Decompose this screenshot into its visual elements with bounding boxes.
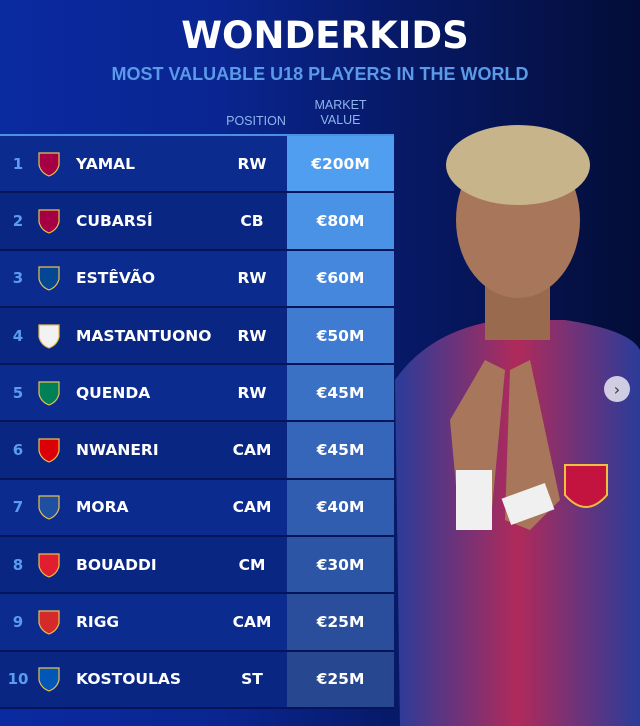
header-market-line2: VALUE (320, 113, 361, 127)
rank: 1 (12, 154, 24, 173)
market-value: €30M (287, 537, 394, 593)
player-position: CM (238, 555, 266, 574)
player-position: CAM (232, 498, 272, 517)
player-position: RW (237, 154, 267, 173)
club-crest-icon (36, 208, 62, 234)
rank: 5 (12, 383, 24, 402)
rank: 9 (12, 613, 24, 632)
player-position: CAM (232, 441, 272, 460)
market-value: €200M (287, 136, 394, 192)
table-row: 6 NWANERI CAM €45M (0, 422, 394, 480)
rank: 3 (12, 269, 24, 288)
table-row: 9 RIGG CAM €25M (0, 594, 394, 652)
rank: 10 (7, 670, 29, 689)
market-value: €25M (287, 651, 394, 707)
player-position: RW (237, 383, 267, 402)
rankings-table: 1 YAMAL RW €200M 2 CUBARSÍ CB €80M 3 ESTÊV… (0, 134, 394, 709)
market-value: €45M (287, 422, 394, 478)
player-name: NWANERI (76, 441, 159, 460)
club-crest-icon (36, 494, 62, 521)
player-name: KOSTOULAS (76, 670, 182, 689)
table-row: 5 QUENDA RW €45M (0, 365, 394, 423)
club-crest-icon (36, 552, 62, 578)
player-position: CAM (232, 613, 272, 632)
player-name: MASTANTUONO (76, 326, 212, 345)
player-name: CUBARSÍ (76, 211, 153, 230)
player-position: ST (241, 670, 263, 689)
table-row: 3 ESTÊVÃO RW €60M (0, 250, 394, 308)
player-position: CB (240, 211, 264, 230)
rank: 4 (12, 326, 24, 345)
player-position: RW (237, 326, 267, 345)
chevron-right-icon: › (613, 379, 621, 399)
player-position: RW (237, 269, 267, 288)
club-crest-icon (36, 666, 62, 692)
market-value: €60M (287, 250, 394, 306)
header-market-value: MARKET VALUE (287, 98, 394, 128)
player-name: YAMAL (76, 154, 136, 173)
club-crest-icon (36, 323, 62, 349)
club-crest-icon (36, 609, 62, 635)
player-name: RIGG (76, 613, 120, 632)
player-name: MORA (76, 498, 129, 517)
club-crest-icon (36, 265, 62, 291)
player-name: QUENDA (76, 383, 151, 402)
table-row: 10 KOSTOULAS ST €25M (0, 651, 394, 709)
carousel-next-button[interactable]: › (604, 376, 630, 402)
player-photo (395, 125, 640, 726)
table-row: 7 MORA CAM €40M (0, 479, 394, 538)
market-value: €45M (287, 365, 394, 421)
table-row: 2 CUBARSÍ CB €80M (0, 193, 394, 251)
market-value: €40M (287, 479, 394, 536)
rank: 8 (12, 555, 24, 574)
market-value: €25M (287, 594, 394, 650)
page-title: WONDERKIDS (181, 14, 469, 57)
page-subtitle: MOST VALUABLE U18 PLAYERS IN THE WORLD (111, 64, 529, 84)
rank: 7 (12, 498, 24, 517)
market-value: €80M (287, 193, 394, 249)
table-row: 8 BOUADDI CM €30M (0, 537, 394, 595)
club-crest-icon (36, 151, 62, 177)
club-crest-icon (36, 437, 62, 463)
player-name: ESTÊVÃO (76, 269, 156, 288)
player-name: BOUADDI (76, 555, 157, 574)
club-crest-icon (36, 380, 62, 406)
table-row: 1 YAMAL RW €200M (0, 136, 394, 194)
market-value: €50M (287, 307, 394, 364)
rank: 2 (12, 211, 24, 230)
header-position: POSITION (226, 114, 286, 128)
rank: 6 (12, 441, 24, 460)
table-row: 4 MASTANTUONO RW €50M (0, 307, 394, 366)
header-market-line1: MARKET (314, 98, 367, 112)
